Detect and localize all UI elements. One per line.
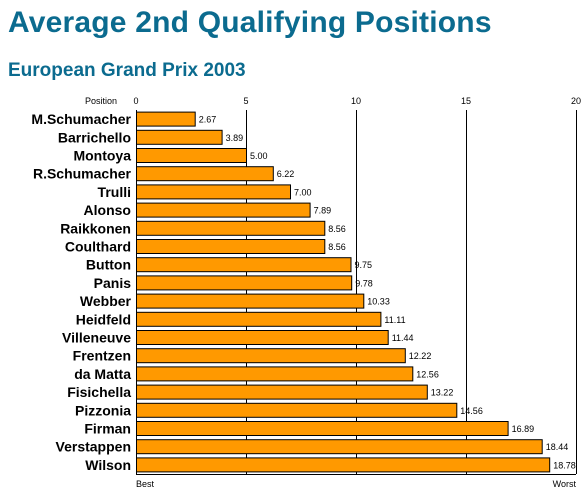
value-label-1: 3.89 — [226, 133, 244, 143]
x-tick-label-0: 0 — [133, 96, 138, 106]
value-label-5: 7.89 — [314, 206, 332, 216]
category-label-18: Verstappen — [56, 439, 131, 455]
category-label-10: Webber — [80, 293, 132, 309]
category-label-15: Fisichella — [67, 384, 131, 400]
x-end-label-best: Best — [136, 479, 155, 489]
value-label-4: 7.00 — [294, 187, 312, 197]
bar-7 — [136, 239, 326, 254]
value-label-15: 13.22 — [431, 388, 454, 398]
x-tick-label-3: 15 — [461, 96, 471, 106]
category-label-1: Barrichello — [58, 129, 131, 145]
value-label-7: 8.56 — [328, 242, 346, 252]
bar-1 — [136, 129, 223, 145]
category-label-5: Alonso — [84, 202, 131, 218]
category-label-0: M.Schumacher — [31, 111, 131, 127]
bar-10 — [136, 293, 365, 309]
category-label-17: Firman — [84, 421, 131, 437]
category-label-19: Wilson — [85, 457, 131, 473]
value-label-19: 18.78 — [553, 460, 576, 470]
category-label-2: Montoya — [73, 148, 131, 164]
chart-subtitle: European Grand Prix 2003 — [8, 60, 246, 81]
value-label-17: 16.89 — [512, 424, 535, 434]
bar-5 — [136, 202, 311, 218]
bar-11 — [136, 311, 382, 327]
bar-18 — [136, 439, 543, 455]
bar-16 — [136, 402, 458, 418]
category-label-11: Heidfeld — [76, 311, 131, 327]
x-tick-label-4: 20 — [571, 96, 581, 106]
bar-8 — [136, 257, 352, 273]
bar-15 — [136, 384, 428, 400]
bar-13 — [136, 348, 406, 364]
bar-9 — [136, 275, 353, 291]
bar-12 — [136, 330, 389, 345]
value-label-0: 2.67 — [199, 115, 217, 125]
value-label-14: 12.56 — [416, 369, 439, 379]
x-tick-label-2: 10 — [351, 96, 361, 106]
x-axis-title: Position — [85, 96, 117, 106]
bar-4 — [136, 184, 291, 200]
category-label-12: Villeneuve — [62, 330, 131, 346]
category-label-4: Trulli — [98, 184, 131, 200]
category-label-9: Panis — [94, 275, 132, 291]
chart-title: Average 2nd Qualifying Positions — [8, 6, 492, 39]
value-label-9: 9.78 — [355, 278, 373, 288]
bar-6 — [136, 220, 326, 236]
bar-19 — [136, 457, 551, 473]
category-label-6: Raikkonen — [60, 220, 131, 236]
value-label-16: 14.56 — [460, 406, 483, 416]
value-label-3: 6.22 — [277, 169, 295, 179]
bar-2 — [136, 148, 247, 163]
x-end-label-worst: Worst — [553, 479, 577, 489]
value-label-6: 8.56 — [328, 224, 346, 234]
value-label-11: 11.11 — [384, 315, 405, 325]
bar-3 — [136, 166, 274, 182]
category-label-8: Button — [86, 257, 131, 273]
value-label-10: 10.33 — [367, 297, 390, 307]
bar-14 — [136, 366, 414, 382]
value-label-18: 18.44 — [546, 442, 569, 452]
value-label-12: 11.44 — [392, 333, 414, 343]
value-label-8: 9.75 — [355, 260, 373, 270]
category-label-13: Frentzen — [73, 348, 131, 364]
bar-17 — [136, 421, 509, 436]
value-label-13: 12.22 — [409, 351, 432, 361]
value-label-2: 5.00 — [250, 151, 268, 161]
category-label-14: da Matta — [74, 366, 131, 382]
category-label-16: Pizzonia — [75, 402, 131, 418]
x-tick-label-1: 5 — [243, 96, 248, 106]
category-label-3: R.Schumacher — [33, 166, 132, 182]
bar-0 — [136, 111, 196, 127]
category-label-7: Coulthard — [65, 239, 131, 255]
